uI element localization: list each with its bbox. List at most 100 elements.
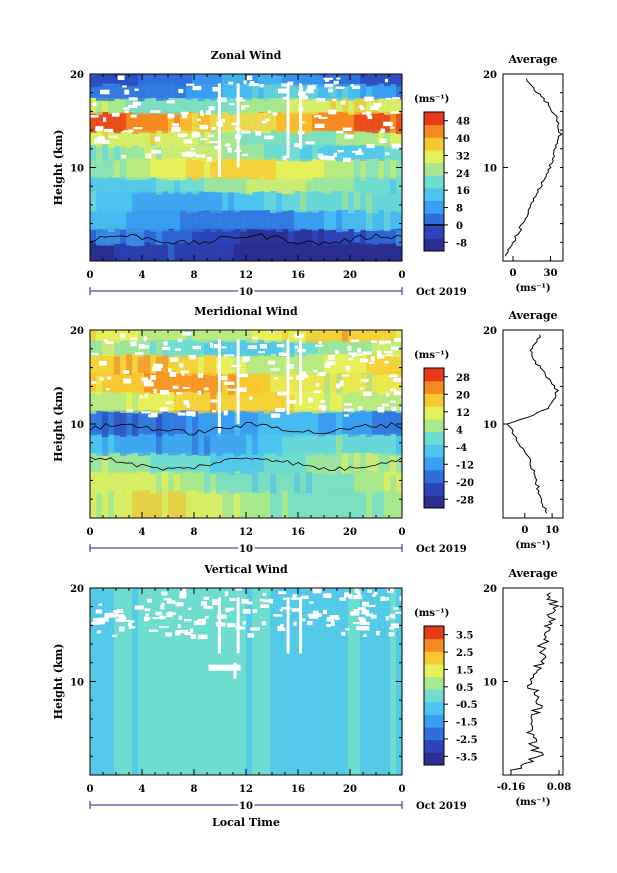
missing-data	[248, 83, 259, 87]
heatmap-cell	[90, 81, 97, 98]
missing-data	[227, 147, 232, 153]
heatmap-cell	[246, 157, 253, 178]
heatmap-cell	[276, 240, 283, 261]
missing-data	[197, 373, 204, 378]
heatmap-cell	[162, 450, 169, 472]
heatmap-cell	[228, 98, 235, 115]
heatmap-cell	[240, 96, 247, 114]
heatmap-cell	[198, 588, 205, 775]
heatmap-cell	[144, 434, 151, 456]
heatmap-cell	[288, 351, 295, 373]
heatmap-cell	[138, 144, 145, 161]
missing-data	[227, 388, 237, 391]
heatmap-cell	[336, 337, 343, 355]
heatmap-cell	[180, 75, 187, 88]
heatmap-cell	[132, 355, 139, 376]
heatmap-cell	[90, 330, 97, 340]
missing-data	[177, 623, 182, 629]
missing-data	[160, 389, 170, 395]
heatmap-cell	[198, 341, 205, 358]
heatmap-cell	[96, 188, 103, 210]
heatmap-cell	[330, 244, 337, 261]
heatmap-cell	[168, 128, 175, 145]
heatmap-cell	[204, 128, 211, 145]
missing-data	[212, 87, 221, 92]
heatmap-cell	[210, 243, 217, 261]
missing-data	[274, 377, 279, 380]
heatmap-cell	[348, 472, 355, 494]
colorbar-tick-label: -12	[456, 460, 474, 471]
average-frame	[502, 587, 564, 776]
heatmap-cell	[336, 228, 343, 245]
missing-data	[312, 588, 322, 594]
heatmap-cell	[306, 435, 313, 457]
heatmap-cell	[120, 491, 127, 518]
heatmap-cell	[156, 191, 163, 213]
missing-data	[336, 383, 341, 389]
missing-data	[361, 609, 370, 615]
heatmap-cell	[180, 130, 187, 147]
missing-data	[281, 606, 291, 610]
missing-data	[352, 150, 359, 153]
missing-data	[241, 359, 248, 362]
missing-data	[93, 138, 103, 144]
heatmap-cell	[258, 472, 265, 494]
heatmap-cell	[240, 453, 247, 474]
heatmap-cell	[264, 339, 271, 356]
heatmap-cell	[108, 85, 115, 102]
heatmap-cell	[204, 392, 211, 413]
heatmap-cell	[156, 109, 163, 131]
missing-data	[384, 78, 389, 83]
heatmap-cell	[162, 353, 169, 375]
heatmap-cell	[210, 432, 217, 454]
heatmap-cell	[162, 589, 169, 775]
heatmap-cell	[108, 588, 115, 775]
heatmap-cell	[312, 471, 319, 492]
x-tick-label: 8	[191, 784, 198, 795]
missing-data	[128, 626, 136, 629]
heatmap-cell	[132, 211, 139, 233]
heatmap-cell	[282, 129, 289, 146]
heatmap-cell	[318, 75, 325, 88]
heatmap-cell	[342, 351, 349, 373]
heatmap-cell	[144, 354, 151, 376]
heatmap-cell	[360, 110, 367, 132]
missing-data	[351, 85, 361, 89]
colorbar-swatch	[424, 638, 444, 652]
heatmap-cell	[366, 210, 373, 231]
missing-data	[255, 132, 262, 136]
heatmap-cell	[312, 331, 319, 344]
heatmap-cell	[336, 74, 343, 86]
heatmap-cell	[168, 243, 175, 261]
heatmap-cell	[174, 242, 181, 261]
missing-data	[262, 599, 272, 603]
heatmap-cell	[312, 242, 319, 261]
heatmap-cell	[246, 128, 253, 145]
heatmap-cell	[378, 74, 385, 84]
missing-data	[312, 610, 319, 615]
missing-data	[259, 84, 264, 88]
heatmap-cell	[390, 408, 397, 434]
heatmap-cell	[228, 210, 235, 232]
heatmap-cell	[108, 176, 115, 193]
heatmap-cell	[186, 112, 193, 134]
heatmap-cell	[138, 111, 145, 133]
heatmap-cell	[102, 589, 109, 775]
heatmap-cell	[204, 176, 211, 193]
heatmap-cell	[102, 74, 109, 84]
missing-data	[336, 77, 341, 80]
missing-data	[370, 340, 377, 343]
heatmap-cell	[186, 192, 193, 214]
missing-data	[240, 130, 251, 134]
heatmap-cell	[324, 588, 331, 775]
heatmap-cell	[372, 210, 379, 232]
heatmap-cell	[384, 390, 391, 412]
heatmap-cell	[150, 177, 157, 194]
heatmap-cell	[162, 391, 169, 412]
missing-data	[199, 110, 204, 115]
missing-data	[167, 113, 174, 119]
missing-data	[252, 336, 258, 340]
heatmap-cell	[168, 159, 175, 181]
heatmap-cell	[210, 84, 217, 101]
